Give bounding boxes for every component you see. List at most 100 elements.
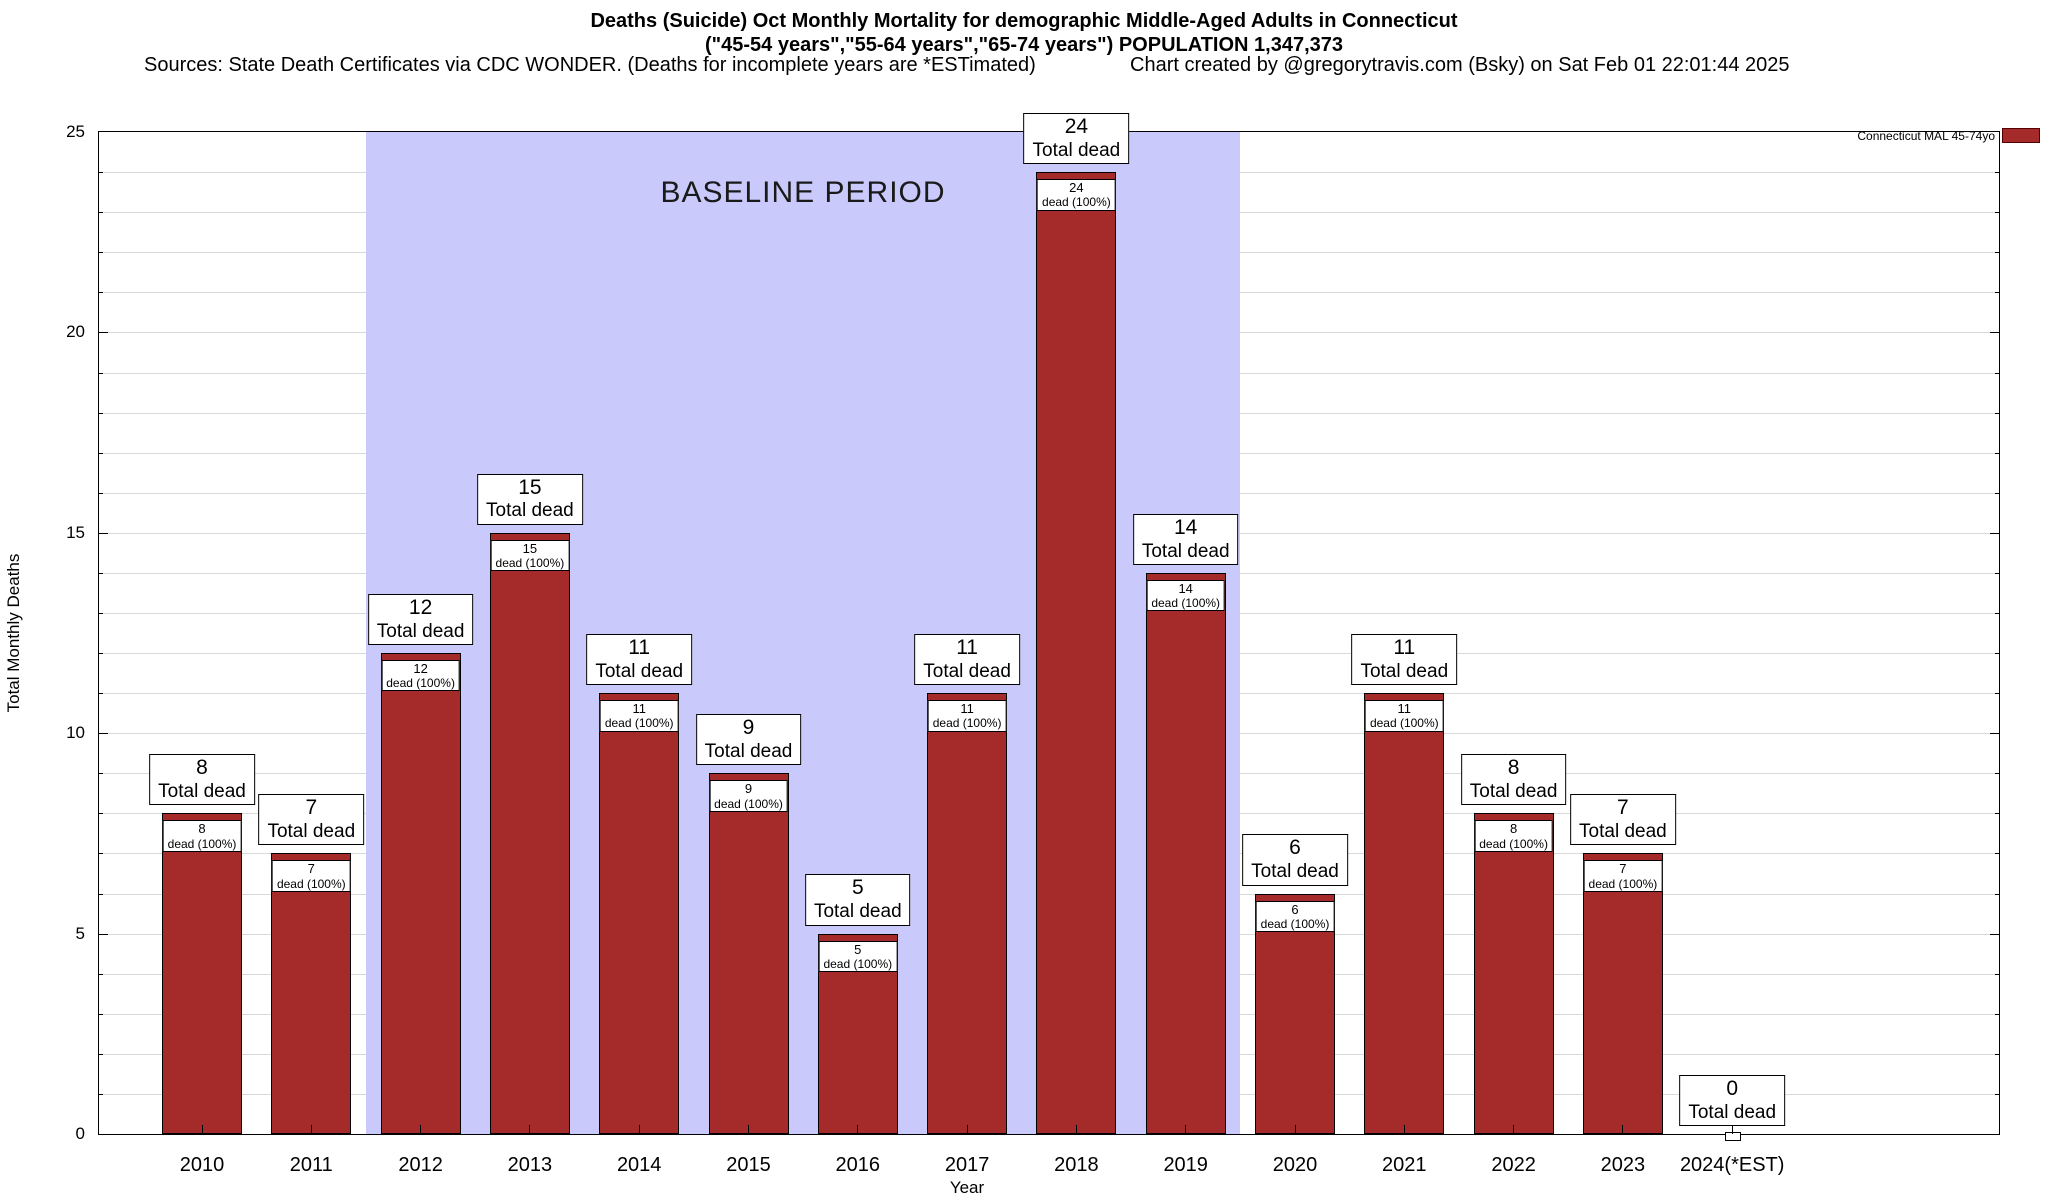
y-tick-mark [1990,733,1999,735]
bar-total-text: Total dead [1579,821,1667,842]
x-tick-mark [857,1125,859,1134]
bar-total-value: 7 [1617,796,1629,820]
y-tick-mark [99,653,103,654]
bar-total-text: Total dead [376,620,465,642]
y-tick-label: 5 [75,923,85,943]
y-tick-mark [1995,292,1999,294]
bar-total-text: Total dead [1360,660,1449,682]
legend-swatch-icon [2002,128,2040,143]
bar-inner-label: 7 dead (100%) [271,860,351,892]
y-tick-mark [1995,172,1999,174]
bar-inner-label: 5 dead (100%) [818,940,898,973]
bar-total-text: Total dead [1469,781,1558,802]
chart-subtitle: ("45-54 years","55-64 years","65-74 year… [705,34,1343,56]
y-tick-mark [99,773,103,775]
bar-inner-text: dead (100%) [1042,195,1111,210]
x-tick-label: 2017 [944,1154,990,1176]
bar-inner-label: 6 dead (100%) [1255,900,1335,932]
bar-inner-text: dead (100%) [714,796,783,811]
y-axis-title: Total Monthly Deaths [4,553,23,713]
x-tick-label: 2019 [1163,1154,1208,1176]
x-tick-label: 2015 [726,1154,771,1176]
x-tick-mark [638,1125,640,1134]
bar-total-text: Total dead [158,781,246,802]
sources-note: Sources: State Death Certificates via CD… [144,54,1036,76]
bar-total-label: 8 Total dead [149,754,255,806]
bar-inner-value: 11 [960,701,974,717]
bar-total-text: Total dead [704,740,793,762]
y-tick-mark [99,813,103,815]
bar-total-text: Total dead [595,660,684,682]
bar [489,532,570,1134]
x-tick-label: 2016 [835,1154,881,1176]
bar-inner-value: 9 [744,781,753,797]
y-tick-mark [1995,372,1999,374]
bar-total-text: Total dead [267,821,356,842]
y-tick-mark [1995,1053,1999,1055]
bar-total-value: 14 [1174,515,1198,539]
y-tick-mark [99,933,108,935]
bar-total-label: 6 Total dead [1242,834,1348,886]
x-axis-title: Year [949,1178,985,1197]
bar-inner-label: 15 dead (100%) [490,539,570,572]
y-tick-mark [99,332,108,334]
legend: Connecticut MAL 45-74yo [1857,128,2040,143]
y-tick-mark [1990,933,1999,935]
bar [162,813,242,1134]
y-tick-label: 25 [66,122,85,141]
y-tick-mark [1995,492,1999,494]
bar-total-label: 24 Total dead [1023,112,1130,165]
bar-inner-value: 7 [307,861,315,877]
bar [380,653,461,1134]
bar-total-text: Total dead [1251,861,1339,883]
bar-inner-text: dead (100%) [495,556,565,571]
x-tick-mark [1622,1125,1624,1134]
y-tick-mark [1995,853,1999,855]
bar-inner-value: 24 [1069,180,1084,196]
y-tick-mark [1990,332,1999,334]
y-tick-mark [1990,532,1999,534]
y-tick-mark [99,1093,103,1095]
x-tick-mark [1731,1125,1733,1134]
bar-total-value: 24 [1064,114,1089,138]
bar-total-label: 0 Total dead [1679,1074,1786,1126]
x-tick-mark [1075,1125,1077,1134]
y-tick-mark [1995,452,1999,454]
bar-inner-value: 11 [1397,701,1412,717]
bar [708,773,789,1134]
x-tick-label: 2022 [1491,1154,1536,1176]
bar-total-text: Total dead [1032,139,1121,161]
bar-total-value: 7 [305,796,318,820]
bar-inner-text: dead (100%) [386,676,455,691]
bar-total-value: 8 [196,756,208,780]
y-tick-mark [1995,212,1999,214]
bar-inner-label: 11 dead (100%) [1364,700,1444,732]
bar-total-value: 6 [1289,836,1301,860]
bar [1364,693,1445,1134]
bar-inner-label: 8 dead (100%) [162,820,242,852]
bar [927,693,1008,1134]
y-tick-mark [99,372,103,374]
zero-bar-marker [1725,1132,1742,1141]
bar [1036,172,1117,1134]
bar-inner-label: 12 dead (100%) [381,660,460,692]
bar-inner-value: 11 [632,701,646,717]
y-tick-mark [99,572,103,574]
x-tick-label: 2012 [398,1154,443,1176]
bar-total-label: 15 Total dead [477,473,583,525]
x-tick-mark [310,1125,312,1134]
y-tick-label: 20 [66,322,85,342]
bar-total-value: 0 [1726,1076,1739,1100]
bar-total-label: 14 Total dead [1132,513,1239,565]
y-tick-mark [99,412,103,414]
chart-title: Deaths (Suicide) Oct Monthly Mortality f… [590,10,1458,32]
bar [599,693,680,1134]
bar [1145,572,1226,1134]
bar-inner-value: 6 [1291,901,1299,917]
y-tick-mark [99,292,103,294]
bar-inner-value: 7 [1619,861,1627,877]
x-tick-mark [420,1125,422,1134]
y-tick-mark [1995,893,1999,895]
y-tick-mark [1995,1093,1999,1095]
